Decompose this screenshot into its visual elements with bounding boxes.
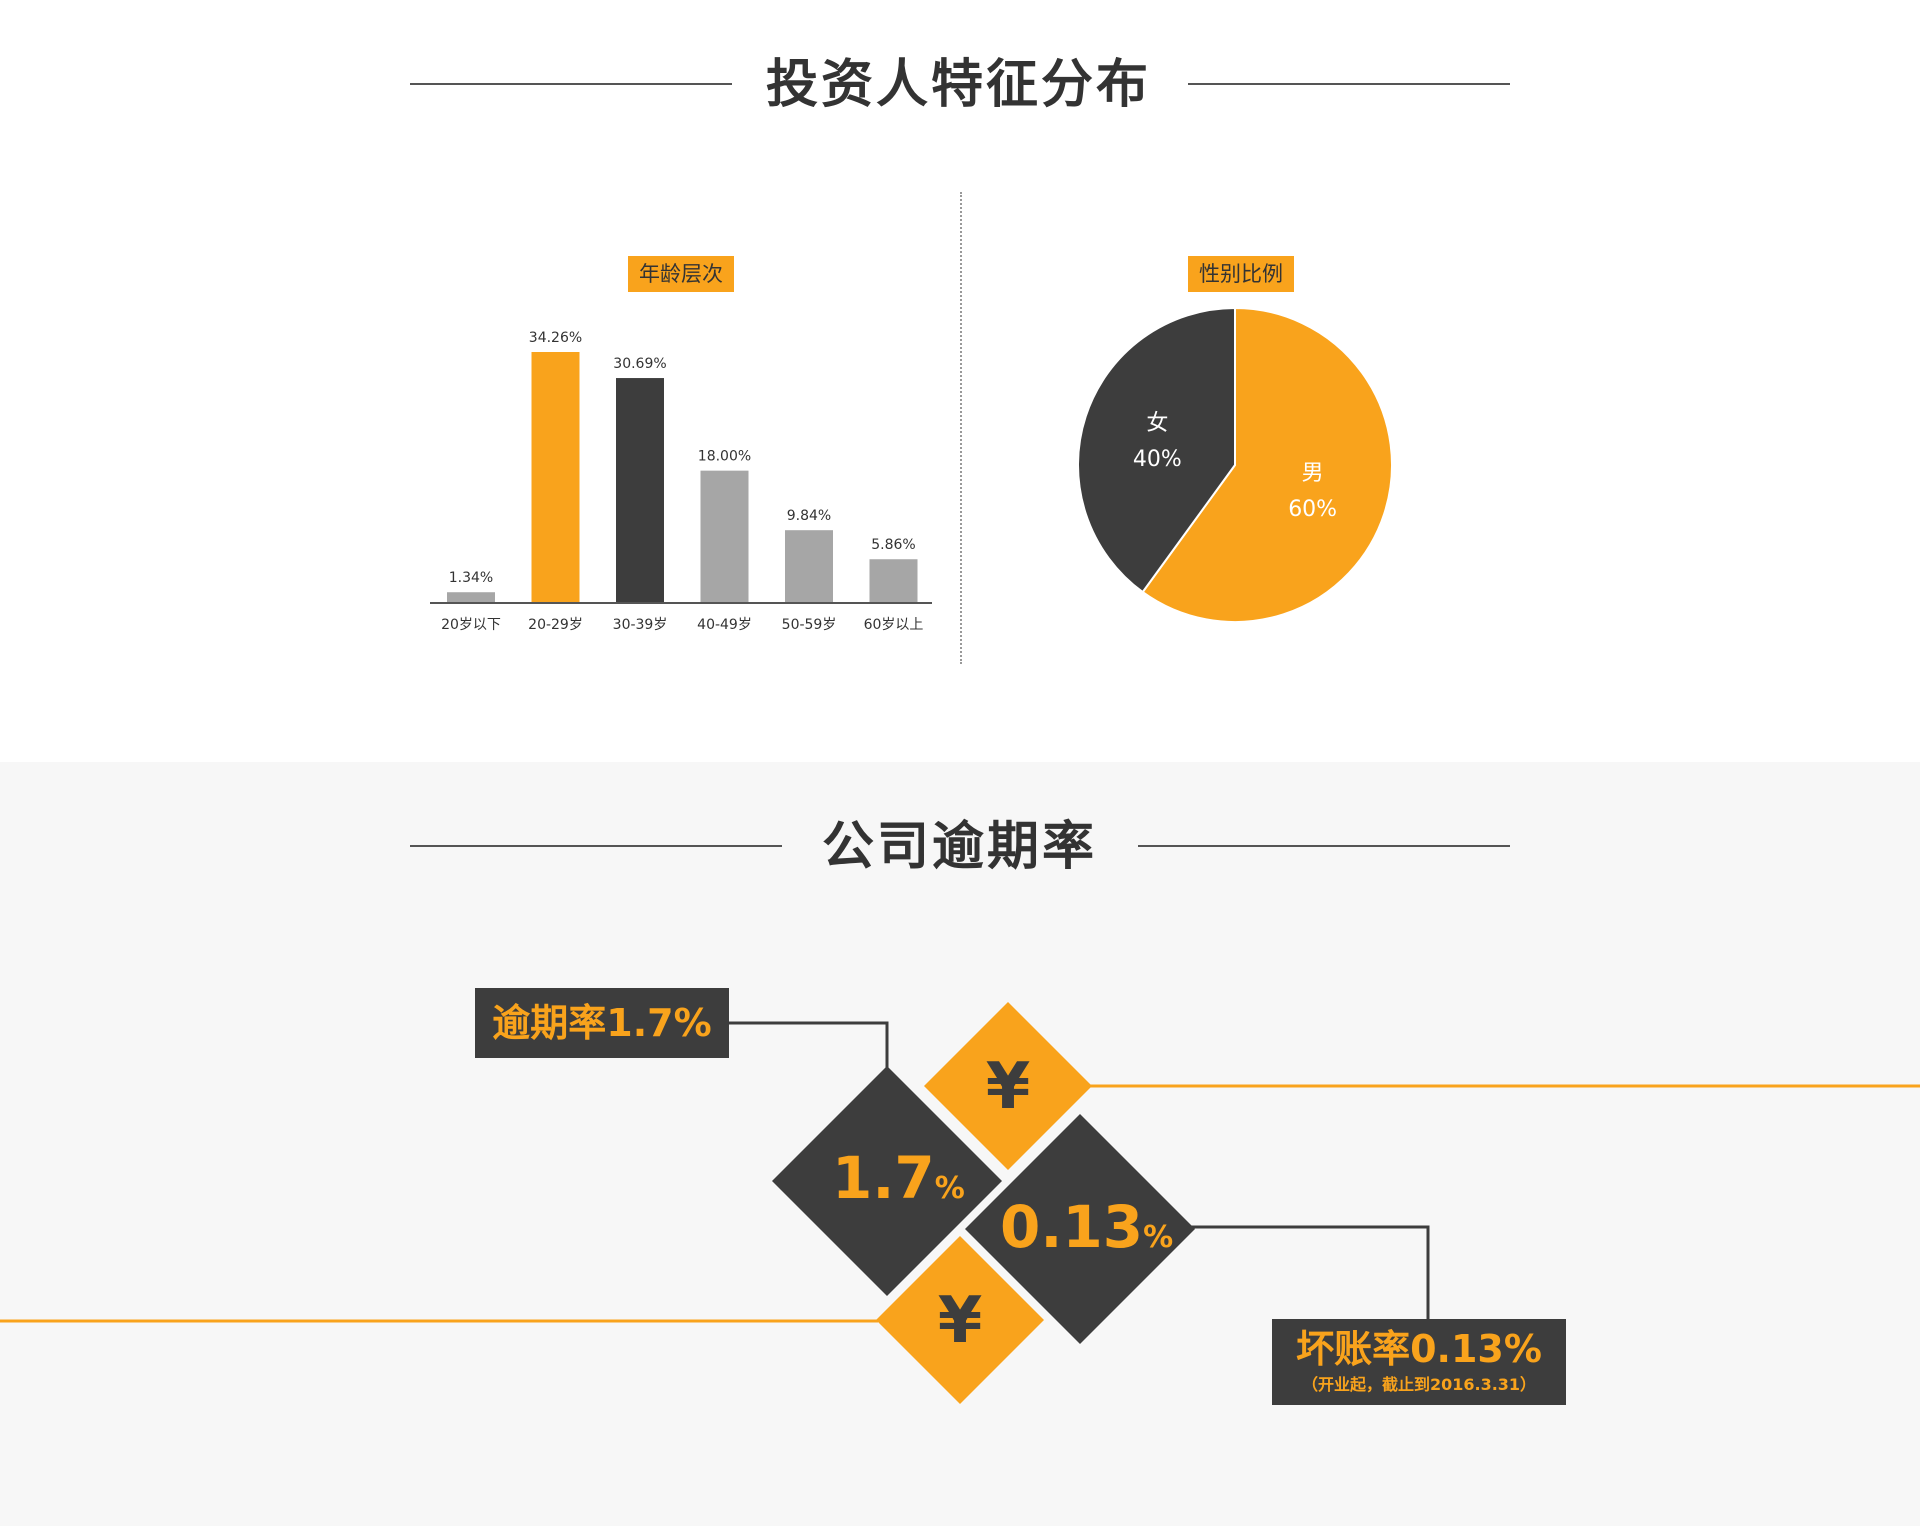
bad-debt-connector (1190, 1225, 1430, 1320)
bar-value-label: 18.00% (698, 449, 751, 465)
bad-debt-rate-label: 坏账率0.13% (1296, 1327, 1542, 1371)
gender-pie-chart: 男 60% 女 40% (1077, 306, 1393, 623)
title-line-left-2 (410, 845, 782, 847)
title-line-left (410, 83, 732, 85)
pie-slice (1077, 306, 1236, 594)
title-line-right-2 (1138, 845, 1510, 847)
age-bar-chart: 1.34% 20岁以下 34.26% 20-29岁 30.69% 30-39岁 18.00%… (430, 330, 932, 633)
chart-divider (960, 192, 962, 664)
bar (616, 378, 664, 602)
overdue-connector (729, 1021, 889, 1068)
age-chart-label: 年龄层次 (628, 256, 734, 292)
bar (447, 592, 495, 602)
bar-value-label: 5.86% (871, 537, 915, 553)
x-tick-label: 20-29岁 (528, 617, 583, 633)
overdue-rate-label: 逾期率1.7% (475, 988, 729, 1058)
x-tick-label: 60岁以上 (864, 617, 924, 633)
bad-debt-rate-unit: % (1143, 1220, 1174, 1255)
yen-icon: ¥ (986, 1050, 1031, 1124)
pie-slice-value: 60% (1288, 497, 1337, 522)
bar-value-label: 34.26% (529, 330, 582, 346)
overdue-rate-number: 1.7 (832, 1144, 935, 1212)
pie-slice (1141, 306, 1393, 623)
overdue-rate-value: 1.7% (832, 1144, 965, 1212)
x-tick-label: 40-49岁 (697, 617, 752, 633)
pie-slice-label: 男 (1302, 461, 1324, 486)
overdue-section-title: 公司逾期率 (822, 817, 1098, 877)
x-tick-label: 50-59岁 (782, 617, 837, 633)
yen-icon: ¥ (938, 1284, 983, 1358)
overdue-rate-unit: % (934, 1171, 965, 1206)
bad-debt-rate-value: 0.13% (1000, 1193, 1173, 1261)
bad-debt-rate-number: 0.13 (1000, 1193, 1144, 1261)
x-tick-label: 20岁以下 (441, 617, 501, 633)
gender-chart-label: 性别比例 (1188, 256, 1294, 292)
overdue-rate-diamond (772, 1066, 1002, 1296)
bar-value-label: 30.69% (613, 356, 666, 372)
bar-value-label: 9.84% (787, 508, 831, 524)
pie-slice-label: 女 (1146, 411, 1168, 436)
bad-debt-note: （开业起，截止到2016.3.31） (1301, 1375, 1537, 1394)
bar (869, 559, 918, 602)
yen-diamond-bottom (876, 1236, 1044, 1404)
x-tick-label: 30-39岁 (613, 617, 668, 633)
bar (785, 530, 833, 602)
bad-debt-box: 坏账率0.13% （开业起，截止到2016.3.31） (1272, 1319, 1566, 1405)
pie-slice-value: 40% (1133, 447, 1182, 472)
investor-section-title: 投资人特征分布 (766, 55, 1152, 115)
yen-diamond-top (924, 1002, 1092, 1170)
bar (700, 470, 749, 602)
title-line-right (1188, 83, 1510, 85)
bar-value-label: 1.34% (449, 570, 493, 586)
bad-debt-rate-diamond (965, 1114, 1195, 1344)
bar (531, 352, 580, 602)
